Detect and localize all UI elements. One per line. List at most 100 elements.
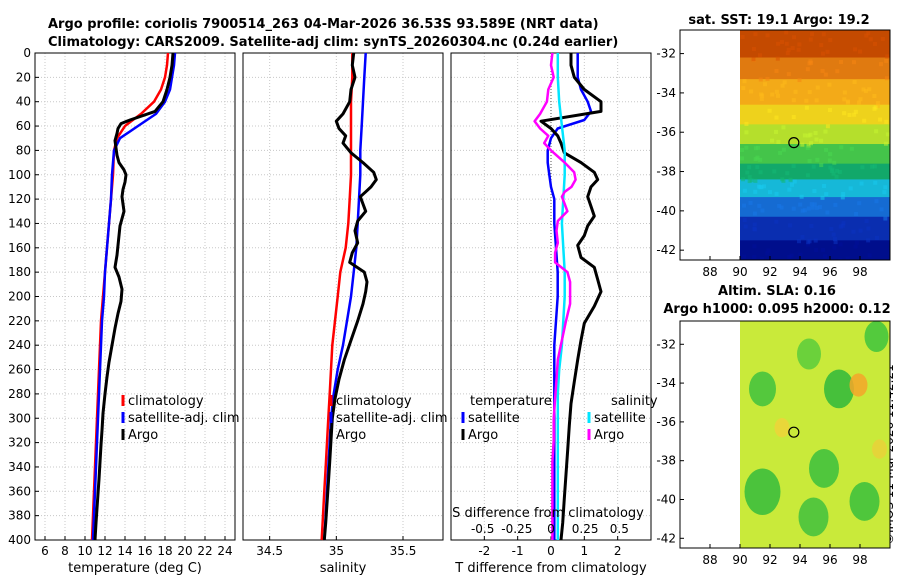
sla-anomaly <box>774 418 790 438</box>
sst-pixel <box>755 165 760 170</box>
legend-label: climatology <box>336 394 412 409</box>
sst-pixel <box>808 37 813 42</box>
sla-anomaly <box>809 449 839 488</box>
sst-pixel <box>883 216 888 221</box>
sst-pixel <box>828 165 833 170</box>
sst-pixel <box>874 129 879 134</box>
sst-pixel <box>760 257 765 260</box>
lat-tick-label: -40 <box>656 492 676 506</box>
sst-pixel <box>813 238 818 243</box>
x-tick-label: 14 <box>117 544 132 558</box>
sst-pixel <box>793 89 798 94</box>
y-tick-label: 400 <box>8 533 31 547</box>
series-line-argo <box>93 52 175 541</box>
sst-pixel <box>760 93 765 98</box>
sst-pixel <box>753 32 758 37</box>
sst-pixel <box>749 89 754 94</box>
lat-tick-label: -34 <box>656 86 676 100</box>
sst-pixel <box>863 89 868 94</box>
sst-pixel <box>825 49 830 54</box>
sst-pixel <box>806 240 811 245</box>
sst-pixel <box>789 253 794 258</box>
legend-label: satellite-adj. clim <box>336 411 448 426</box>
sst-pixel <box>819 163 824 168</box>
sst-pixel <box>840 195 845 200</box>
y-tick-label: 280 <box>8 387 31 401</box>
series-line-argo <box>322 52 378 541</box>
sst-pixel <box>823 129 828 134</box>
sst-pixel <box>798 252 803 257</box>
sst-pixel <box>875 101 880 106</box>
sla-anomaly <box>797 338 821 370</box>
x-tick-label: 6 <box>41 544 49 558</box>
sst-pixel <box>791 98 796 103</box>
sst-pixel <box>810 32 815 37</box>
sst-pixel <box>740 147 745 152</box>
sst-map-title: sat. SST: 19.1 Argo: 19.2 <box>688 13 869 28</box>
y-tick-label: 120 <box>8 192 31 206</box>
sst-pixel <box>810 205 815 210</box>
sst-pixel <box>831 171 836 176</box>
sst-pixel <box>741 177 746 182</box>
sst-pixel <box>800 208 805 213</box>
sst-pixel <box>825 210 830 215</box>
sst-pixel <box>802 208 807 213</box>
lat-tick-label: -34 <box>656 376 676 390</box>
sst-pixel <box>760 208 765 213</box>
sst-pixel <box>824 192 829 197</box>
sst-pixel <box>774 129 779 134</box>
y-tick-label: 360 <box>8 484 31 498</box>
sst-pixel <box>805 173 810 178</box>
sst-pixel <box>796 47 801 52</box>
sst-pixel <box>778 150 783 155</box>
sst-pixel <box>753 178 758 183</box>
sst-pixel <box>852 112 857 117</box>
x-tick-label: 1 <box>581 544 589 558</box>
sst-pixel <box>799 194 804 199</box>
sla-anomaly <box>849 482 880 521</box>
sst-pixel <box>770 92 775 97</box>
sst-pixel <box>866 226 871 231</box>
sst-pixel <box>776 139 781 144</box>
argo-location-marker <box>788 426 800 438</box>
profile-panel-difference-from-climatology: -2 -1 0 1 2 T difference from climatology S di… <box>450 52 658 576</box>
sst-pixel <box>858 97 863 102</box>
series-line-s-satellite <box>556 53 566 540</box>
y-tick-label: 220 <box>8 314 31 328</box>
sst-pixel <box>797 78 802 83</box>
y-tick-label: 240 <box>8 338 31 352</box>
sst-pixel <box>807 90 812 95</box>
x-axis-label: T difference from climatology <box>454 561 647 576</box>
sst-pixel <box>774 219 779 224</box>
sst-pixel <box>847 112 852 117</box>
x-tick-label: -2 <box>478 544 490 558</box>
sst-pixel <box>861 87 866 92</box>
lon-tick-label: 90 <box>732 553 747 567</box>
sst-pixel <box>775 56 780 61</box>
sst-pixel <box>809 223 814 228</box>
sst-pixel <box>784 30 789 35</box>
sst-pixel <box>814 137 819 142</box>
sst-pixel <box>857 100 862 105</box>
map-frame <box>679 320 891 549</box>
sst-pixel <box>817 205 822 210</box>
sst-pixel <box>875 235 880 240</box>
axes-frame <box>242 52 444 541</box>
sst-pixel <box>878 117 883 122</box>
y-tick-label: 20 <box>16 70 31 84</box>
sst-band <box>740 144 890 165</box>
x-tick-label: 35.5 <box>390 544 417 558</box>
sst-pixel <box>785 171 790 176</box>
sst-pixel <box>792 179 797 184</box>
sst-pixel <box>805 145 810 150</box>
sst-pixel <box>823 254 828 259</box>
sst-pixel <box>806 143 811 148</box>
map-panel-satellite-SST-map: 88 90 92 94 96 98 -32 -34 -36 -38 -40 -42 <box>656 29 891 279</box>
data-field <box>740 30 890 260</box>
sst-pixel <box>852 80 857 85</box>
sst-pixel <box>839 145 844 150</box>
sst-pixel <box>868 37 873 42</box>
sst-pixel <box>838 242 843 247</box>
legend-label: satellite <box>594 411 646 426</box>
series-line-s-argo <box>533 52 577 540</box>
